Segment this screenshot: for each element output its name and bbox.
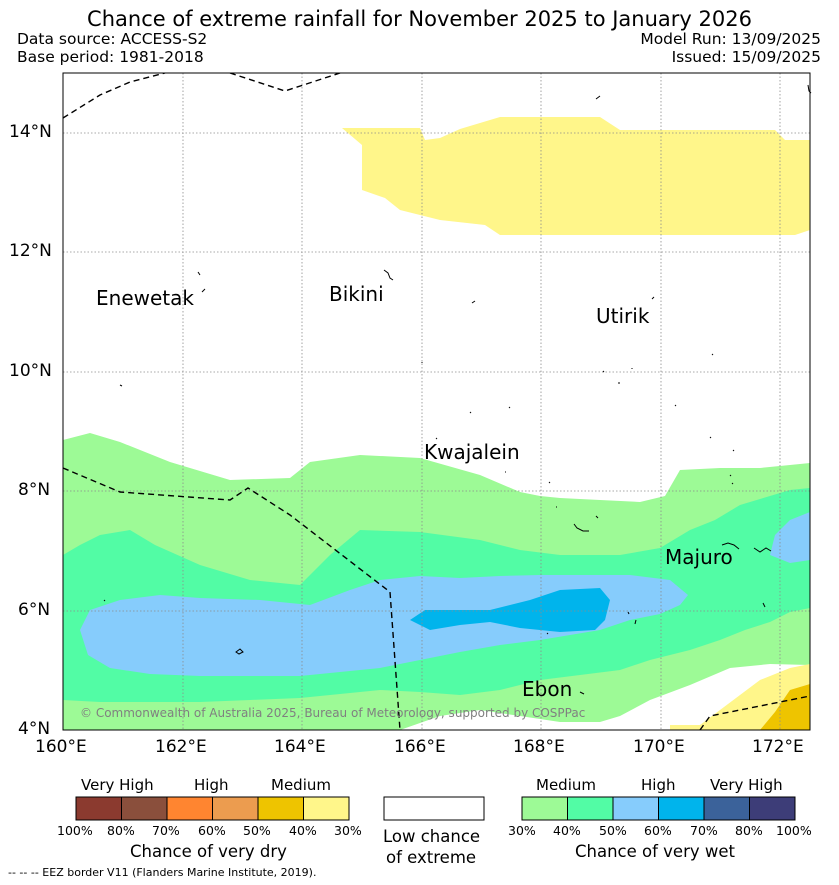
wet-tick-100: 100%: [776, 823, 812, 838]
dry-colorbar-label: Chance of very dry: [130, 842, 287, 861]
wet-60-70-region: [410, 588, 610, 632]
place-label-utirik: Utirik: [596, 304, 650, 328]
wet-tick-80: 80%: [735, 823, 763, 838]
wet-tick-30: 30%: [508, 823, 536, 838]
wet-category-medium: Medium: [536, 776, 596, 794]
dry-swatch-60-70: [166, 796, 213, 821]
wet-swatch-60-70: [658, 796, 705, 821]
dry-tick-80: 80%: [107, 823, 135, 838]
lat-label-10: 10°N: [9, 361, 52, 381]
dry-30-40-region-north: [342, 117, 810, 235]
base-period-label: Base period: 1981-2018: [17, 48, 204, 66]
gridlines: [63, 73, 810, 730]
dry-swatch-30-40: [303, 796, 350, 821]
islands: [103, 84, 812, 695]
lon-label-162: 162°E: [155, 737, 207, 757]
wet-colorbar: [521, 796, 796, 821]
lat-label-8: 8°N: [18, 480, 51, 500]
wet-tick-50: 50%: [599, 823, 627, 838]
dry-tick-70: 70%: [152, 823, 180, 838]
lon-label-164: 164°E: [274, 737, 326, 757]
model-run-label: Model Run: 13/09/2025: [640, 30, 821, 48]
wet-swatch-50-60: [612, 796, 659, 821]
dry-category-high: High: [194, 776, 229, 794]
wet-colorbar-label: Chance of very wet: [575, 842, 735, 861]
dry-40-50-region-south: [760, 684, 810, 730]
low-chance-swatch: [383, 796, 485, 821]
eez-border-note: -- -- -- EEZ border V11 (Flanders Marine…: [8, 866, 317, 879]
lon-label-172: 172°E: [752, 737, 804, 757]
eez-borders: [63, 73, 810, 730]
chart-title: Chance of extreme rainfall for November …: [87, 7, 752, 31]
data-source-label: Data source: ACCESS-S2: [17, 30, 208, 48]
dry-tick-60: 60%: [198, 823, 226, 838]
map-frame: [62, 72, 811, 731]
dry-category-medium: Medium: [271, 776, 331, 794]
dry-swatch-70-80: [121, 796, 168, 821]
wet-category-very-high: Very High: [710, 776, 783, 794]
lat-label-12: 12°N: [9, 241, 52, 261]
lon-label-170: 170°E: [633, 737, 685, 757]
place-label-kwajalein: Kwajalein: [424, 440, 520, 464]
issued-label: Issued: 15/09/2025: [671, 48, 821, 66]
wet-category-high: High: [641, 776, 676, 794]
lon-label-160: 160°E: [35, 737, 87, 757]
lon-label-166: 166°E: [394, 737, 446, 757]
dry-swatch-40-50: [257, 796, 304, 821]
dry-tick-100: 100%: [57, 823, 93, 838]
dry-tick-50: 50%: [243, 823, 271, 838]
dry-swatch-50-60: [212, 796, 259, 821]
wet-tick-60: 60%: [644, 823, 672, 838]
wet-swatch-80-100: [749, 796, 796, 821]
dry-tick-30: 30%: [334, 823, 362, 838]
lat-label-6: 6°N: [18, 600, 51, 620]
dry-category-very-high: Very High: [81, 776, 154, 794]
probability-regions: [63, 117, 810, 730]
wet-tick-40: 40%: [553, 823, 581, 838]
place-label-majuro: Majuro: [665, 545, 733, 569]
lon-label-168: 168°E: [513, 737, 565, 757]
dry-swatch-80-100: [75, 796, 122, 821]
wet-swatch-30-40: [521, 796, 568, 821]
wet-tick-70: 70%: [690, 823, 718, 838]
dry-colorbar: [75, 796, 350, 821]
low-chance-label-line2: of extreme: [386, 848, 477, 867]
wet-swatch-40-50: [567, 796, 614, 821]
copyright-text: © Commonwealth of Australia 2025, Bureau…: [80, 706, 586, 720]
low-chance-label-line1: Low chance: [383, 827, 481, 846]
dry-tick-40: 40%: [289, 823, 317, 838]
wet-swatch-70-80: [703, 796, 750, 821]
lat-label-14: 14°N: [9, 122, 52, 142]
lat-label-4: 4°N: [18, 719, 51, 739]
place-label-bikini: Bikini: [329, 282, 384, 306]
place-label-ebon: Ebon: [522, 677, 573, 701]
place-label-enewetak: Enewetak: [96, 286, 194, 310]
